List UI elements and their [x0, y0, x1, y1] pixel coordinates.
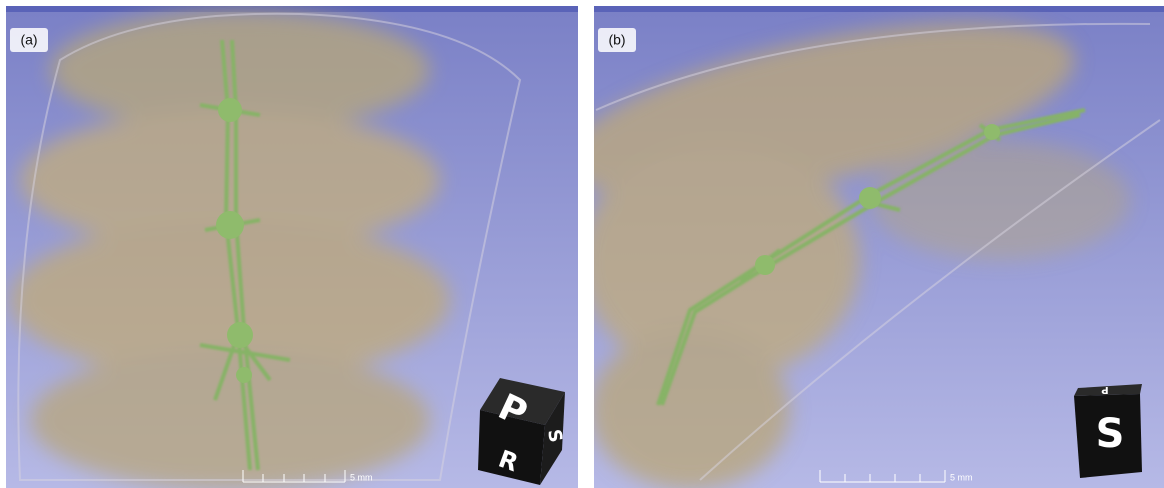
- panel-label: (b): [608, 32, 625, 48]
- view-b: (b) 5 mm S P: [551, 0, 1164, 488]
- view-a: (a) 5 mm P R S: [6, 6, 578, 488]
- panel-label: (a): [20, 32, 37, 48]
- orientation-cube: S P: [1074, 384, 1142, 478]
- cube-label: S: [1096, 411, 1125, 457]
- cube-label: P: [1101, 384, 1108, 395]
- scale-label: 5 mm: [350, 472, 373, 482]
- screenshot: (a) 5 mm P R S: [0, 0, 1164, 488]
- scale-label: 5 mm: [950, 472, 973, 482]
